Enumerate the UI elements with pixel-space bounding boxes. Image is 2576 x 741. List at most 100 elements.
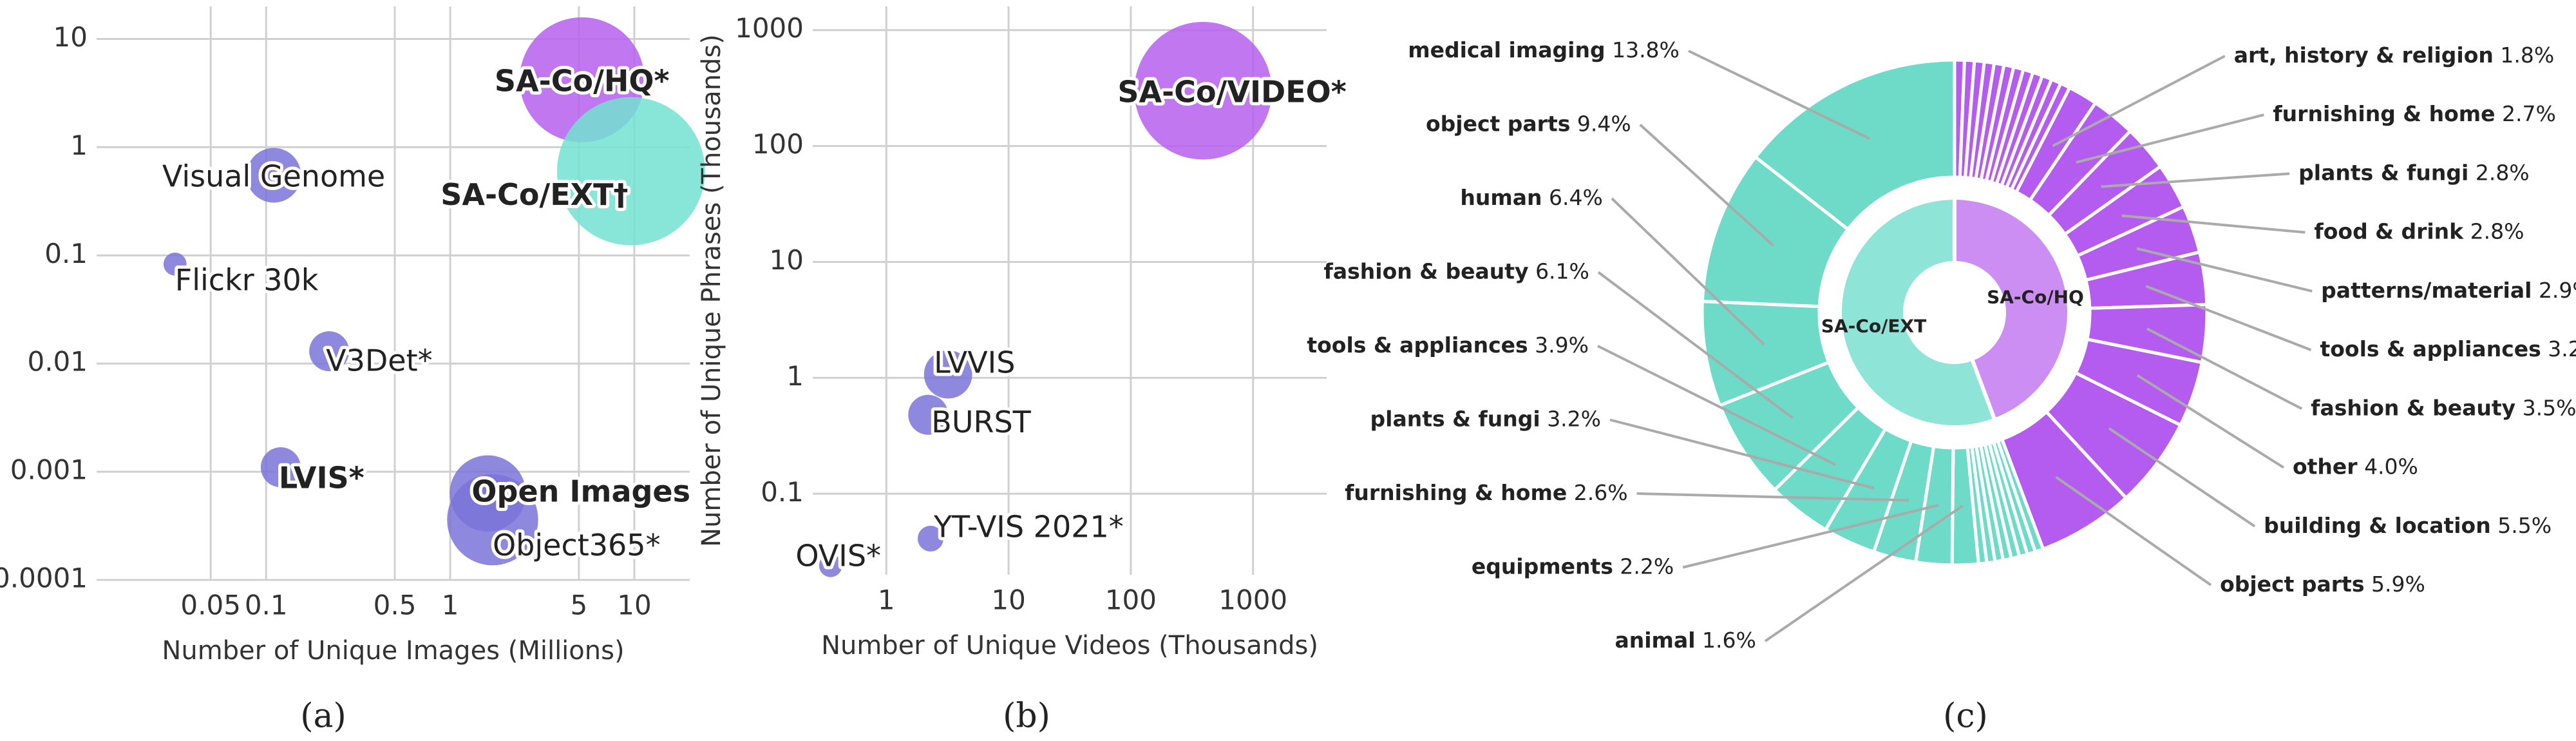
segment-name: object parts [2220,572,2364,597]
bubble [163,253,187,276]
y-tick-label: 1 [70,130,88,161]
segment-value: 1.8% [2500,43,2554,68]
x-tick-label: 1000 [1218,584,1287,616]
segment-name: furnishing & home [1345,480,1567,505]
y-tick-label: 0.0001 [0,563,88,594]
leader-line [1636,492,1909,502]
segment-label: art, history & religion 1.8% [2234,43,2555,68]
bubble-label: Open Images [471,474,690,508]
segment-value: 5.9% [2371,572,2425,597]
segment-value: 6.4% [1549,185,1603,210]
segment-value: 2.7% [2502,101,2556,126]
segment-label: object parts 9.4% [1426,111,1631,136]
segment-value: 6.1% [1535,258,1589,284]
segment-label: fashion & beauty 3.5% [2311,395,2576,420]
segment-label: patterns/material 2.9% [2321,277,2576,302]
leader-line [1682,504,1939,569]
bubble-label: Object365* [493,528,661,563]
segment-name: building & location [2264,512,2491,537]
segment-name: tools & appliances [1307,332,1528,358]
leader-line [2121,214,2306,234]
bubble [923,350,972,399]
x-tick-label: 100 [1105,584,1157,616]
segment-value: 4.0% [2364,454,2418,479]
segment-value: 3.9% [1535,332,1589,358]
leader-line [1597,345,1836,466]
y-tick-label: 0.1 [761,476,804,508]
segment-label: human 6.4% [1460,185,1602,210]
caption: (c) [1943,697,1988,736]
y-tick-label: 1000 [735,12,804,44]
x-axis-title: Number of Unique Images (Millions) [162,636,624,666]
bubble-label: BURST [931,405,1031,439]
bubble [260,447,301,488]
bubble [309,331,350,372]
leader-line [2055,476,2212,586]
segment-value: 2.8% [2476,160,2530,185]
segment-value: 2.9% [2539,277,2576,302]
segment-label: food & drink 2.8% [2314,218,2524,244]
segment-label: fashion & beauty 6.1% [1324,258,1589,284]
bubble-label: Flickr 30k [175,262,319,297]
segment-label: equipments 2.2% [1472,553,1674,579]
y-tick-label: 10 [53,21,88,53]
y-axis-title: Number of Unique Phrases (Thousands) [697,34,726,547]
leader-line [2101,172,2290,188]
segment-label: animal 1.6% [1615,628,1756,653]
segment-label: furnishing & home 2.6% [1345,480,1628,505]
y-tick-label: 1 [786,360,804,392]
segment-name: human [1460,185,1542,210]
segment-name: furnishing & home [2273,101,2495,126]
segment-name: animal [1615,628,1695,653]
bubble [1134,22,1272,160]
y-tick-label: 0.001 [10,454,88,486]
segment-name: plants & fungi [1370,406,1540,431]
segment-label: object parts 5.9% [2220,572,2425,597]
inner-label: SA-Co/HQ [1987,286,2084,307]
segment-name: food & drink [2314,218,2464,244]
bubble [447,474,538,566]
caption: (a) [300,697,346,736]
leader-line [1609,418,1875,490]
segment-value: 9.4% [1577,111,1631,136]
bubble-label: LVVIS [934,345,1015,380]
segment-name: art, history & religion [2234,43,2494,68]
segment-value: 13.8% [1612,37,1680,63]
x-tick-label: 0.1 [245,590,288,621]
inner-segment [1953,195,2071,423]
segment-value: 3.2% [1547,406,1601,431]
x-tick-label: 10 [991,584,1025,616]
leader-line [2136,247,2313,293]
segment-value: 2.6% [1574,480,1628,505]
bubble-label: YT-VIS 2021* [933,509,1124,544]
y-tick-label: 100 [752,128,804,160]
inner-segment [1838,195,1998,429]
y-tick-label: 10 [770,244,804,276]
caption: (b) [1003,697,1050,736]
segment-label: plants & fungi 2.8% [2298,160,2530,185]
segment-name: patterns/material [2321,277,2532,302]
segment-value: 1.6% [1702,628,1756,653]
segment-name: plants & fungi [2298,160,2468,185]
inner-label: SA-Co/EXT [1821,316,1926,337]
leader-line [2076,113,2264,164]
segment-name: equipments [1472,553,1613,579]
bubble [917,525,943,552]
segment-label: building & location 5.5% [2264,512,2552,537]
y-tick-label: 0.1 [44,238,88,269]
bubble-label: OVIS* [795,538,881,573]
bubble-label: SA-Co/HQ* [495,63,670,98]
segment-value: 5.5% [2497,512,2552,537]
leader-line [2146,327,2303,410]
leader-line [2052,55,2226,148]
segment-name: medical imaging [1408,37,1605,63]
leader-line [1764,505,1964,642]
bubble [246,148,301,203]
segment-value: 3.2% [2548,336,2576,361]
leader-line [1611,197,1765,346]
bubble-label: SA-Co/VIDEO* [1117,74,1346,109]
segment-name: object parts [1426,111,1570,136]
leader-line [2108,427,2256,528]
segment-name: other [2293,454,2358,479]
